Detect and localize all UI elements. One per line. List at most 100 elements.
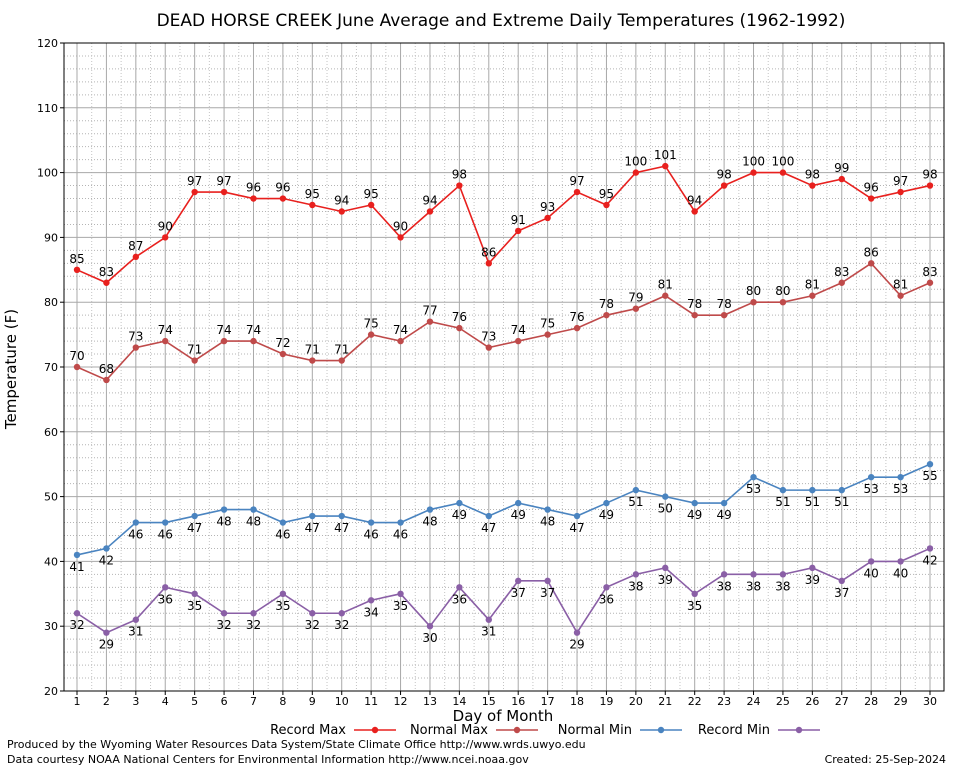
x-tick-label: 17 [541,695,555,708]
x-tick-label: 12 [394,695,408,708]
x-tick-label: 9 [309,695,316,708]
record-min-data-label: 36 [599,592,614,606]
normal-max-point [397,337,404,345]
record-max-point [103,279,110,286]
x-tick-label: 15 [482,695,496,708]
normal-max-point [720,311,728,319]
x-tick-label: 3 [132,695,139,708]
record-max-point [132,253,140,261]
normal-min-point [456,499,463,507]
record-min-data-label: 36 [158,592,173,606]
normal-min-data-label: 47 [569,521,584,535]
normal-min-point [397,519,404,526]
record-max-data-label: 99 [834,161,849,175]
record-min-data-label: 35 [187,599,202,613]
record-max-point [662,162,669,170]
normal-max-data-label: 73 [128,330,143,344]
record-max-data-label: 96 [275,181,290,195]
normal-max-data-label: 83 [922,265,937,279]
normal-min-point [838,486,845,494]
normal-max-point [103,376,110,384]
record-min-data-label: 29 [99,638,114,652]
record-max-line [76,165,931,284]
record-max-data-label: 94 [422,193,437,207]
normal-min-data-label: 46 [128,528,143,542]
record-min-line [76,547,931,635]
record-min-point [750,571,757,578]
x-tick-label: 29 [894,695,908,708]
normal-min-data-label: 49 [599,508,614,522]
x-tick-label: 5 [191,695,198,708]
normal-max-data-label: 78 [599,297,614,311]
record-min-data-label: 35 [687,599,702,613]
y-tick-label: 20 [44,685,58,698]
normal-min-point [720,499,728,507]
normal-max-data-label: 71 [305,343,320,357]
normal-min-line [76,463,931,556]
x-tick-label: 22 [688,695,702,708]
record-max-point [603,201,610,209]
x-tick-label: 30 [923,695,937,708]
normal-max-data-label: 80 [775,284,790,298]
normal-min-data-label: 49 [452,508,467,522]
normal-min-point [220,506,228,513]
normal-max-data-label: 74 [246,323,261,337]
record-max-data-label: 98 [805,168,820,182]
record-max-data-label: 100 [771,155,794,169]
record-min-data-label: 35 [275,599,290,613]
x-tick-label: 6 [221,695,228,708]
record-max-data-label: 98 [716,168,731,182]
normal-min-point [485,512,492,520]
normal-max-data-label: 83 [834,265,849,279]
record-min-data-label: 42 [922,553,937,567]
normal-max-data-label: 76 [452,310,467,324]
record-min-point [191,590,198,597]
record-min-data-label: 32 [305,618,320,632]
normal-max-point [250,337,257,345]
record-min-data-label: 31 [481,625,496,639]
record-min-data-label: 38 [746,579,761,593]
x-tick-label: 26 [805,695,819,708]
record-min-data-label: 38 [716,579,731,593]
normal-min-data-label: 53 [864,482,879,496]
normal-max-data-label: 72 [275,336,290,350]
normal-min-data-label: 46 [275,528,290,542]
record-max-point [250,195,257,202]
y-axis-label: Temperature (F) [2,309,20,430]
record-min-point [838,577,845,585]
record-max-point [338,208,345,215]
record-max-data-label: 90 [393,219,408,233]
record-min-point [73,610,81,617]
x-tick-label: 19 [599,695,613,708]
normal-min-point [515,499,522,507]
normal-max-point [515,337,522,345]
normal-min-data-label: 48 [540,515,555,529]
normal-min-data-label: 51 [628,495,643,509]
normal-min-point [191,512,198,520]
record-max-point [309,201,316,209]
major-gridlines [64,42,944,692]
record-max-data-label: 95 [305,187,320,201]
normal-max-point [426,318,434,325]
normal-max-data-label: 74 [158,323,173,337]
record-max-point [632,169,640,176]
record-min-data-label: 38 [775,579,790,593]
record-max-data-label: 85 [69,252,84,266]
x-axis-ticks: 1 2 3 4 5 6 7 8 9 10 11 12 13 14 15 16 17 18 19 20 21 22 23 24 2… [74,691,937,708]
record-min-point [103,629,110,636]
normal-max-data-label: 74 [511,323,526,337]
normal-max-data-label: 74 [216,323,231,337]
normal-max-data-label: 75 [363,317,378,331]
record-min-data-label: 32 [216,618,231,632]
normal-max-point [162,337,169,345]
record-min-point [603,584,610,591]
normal-min-series: 41 42 46 46 47 48 48 46 47 47 46 46 48 49 47 49 48 47 49 51… [69,461,938,574]
normal-max-data-label: 71 [187,343,202,357]
record-min-data-label: 37 [540,586,555,600]
normal-min-point [809,486,816,494]
normal-min-point [573,512,581,520]
x-tick-label: 14 [452,695,466,708]
record-min-data-label: 40 [864,566,879,580]
record-max-point [867,195,875,202]
